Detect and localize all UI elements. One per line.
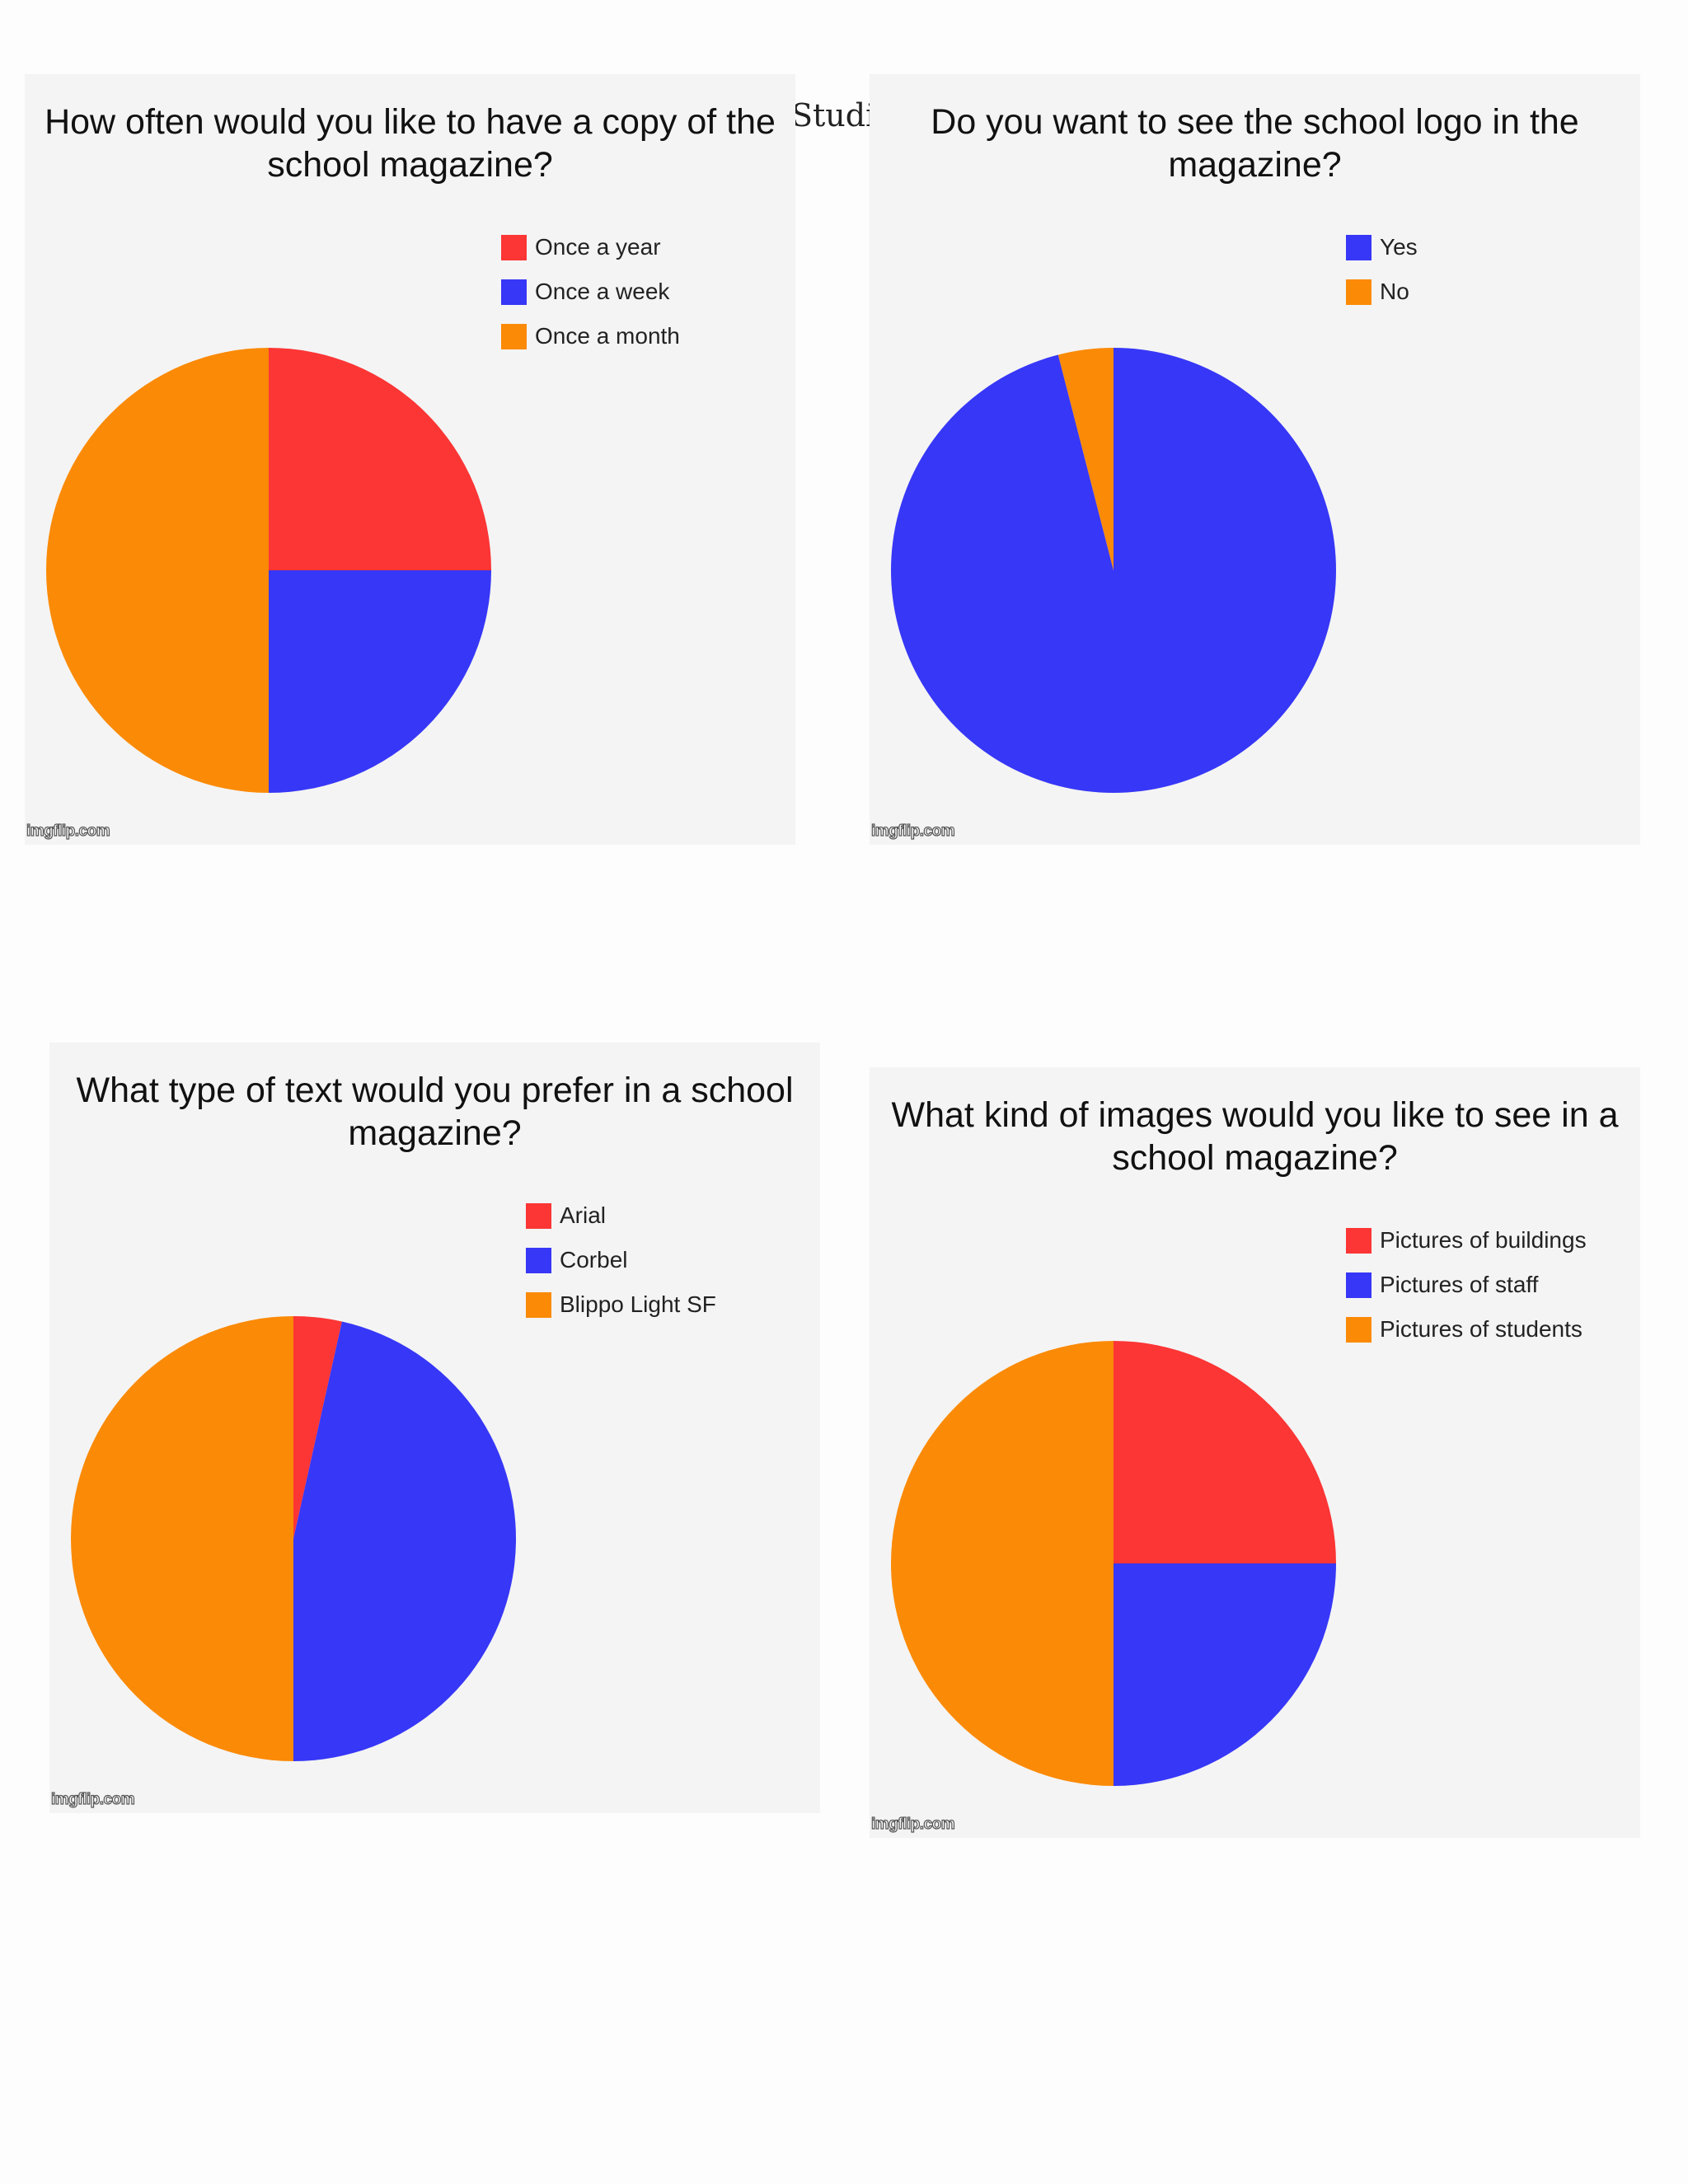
pie-slice-no [1057, 348, 1114, 570]
legend-swatch [1346, 1316, 1372, 1343]
pie-slice-once-a-year [269, 348, 491, 570]
imgflip-watermark: imgflip.com [870, 822, 955, 840]
legend-swatch [526, 1202, 551, 1229]
legend-item-no: No [1346, 269, 1418, 314]
chart-title: Do you want to see the school logo in th… [931, 102, 1579, 185]
chart-legend: Yes No [1346, 225, 1418, 314]
legend-label: Blippo Light SF [560, 1291, 716, 1317]
chart-panel-font: What type of text would you prefer in a … [49, 1043, 820, 1813]
pie-slice-pictures-of-students [891, 1341, 1114, 1786]
pie-slice-pictures-of-buildings [1114, 1341, 1336, 1563]
chart-legend: Pictures of buildings Pictures of staff Pi… [1346, 1218, 1587, 1352]
legend-swatch [1346, 1227, 1372, 1254]
pie-slice-once-a-week [269, 570, 491, 793]
pie-slice-once-a-month [46, 348, 269, 793]
legend-swatch [501, 323, 527, 349]
imgflip-watermark: imgflip.com [26, 822, 110, 840]
legend-label: Pictures of buildings [1380, 1227, 1587, 1253]
chart-panel-frequency: How often would you like to have a copy … [25, 74, 795, 845]
chart-panel-images: What kind of images would you like to se… [870, 1067, 1640, 1838]
legend-swatch [1346, 279, 1372, 305]
legend-label: No [1380, 279, 1409, 304]
legend-item-pictures-of-students: Pictures of students [1346, 1307, 1587, 1352]
legend-label: Corbel [560, 1247, 628, 1272]
legend-item-once-a-year: Once a year [501, 225, 680, 269]
legend-item-yes: Yes [1346, 225, 1418, 269]
chart-legend: Once a year Once a week Once a month [501, 225, 680, 359]
legend-item-once-a-month: Once a month [501, 314, 680, 359]
pie-slice-arial [293, 1316, 342, 1539]
pie-chart [46, 348, 491, 793]
imgflip-watermark: imgflip.com [870, 1815, 955, 1833]
legend-label: Arial [560, 1202, 607, 1228]
chart-legend: Arial Corbel Blippo Light SF [526, 1193, 716, 1327]
legend-item-corbel: Corbel [526, 1238, 716, 1282]
legend-item-once-a-week: Once a week [501, 269, 680, 314]
legend-swatch [1346, 234, 1372, 260]
legend-label: Yes [1380, 234, 1418, 260]
pie-slice-blippo-light-sf [71, 1316, 293, 1761]
chart-title: What kind of images would you like to se… [891, 1095, 1619, 1178]
legend-item-pictures-of-staff: Pictures of staff [1346, 1263, 1587, 1307]
legend-label: Once a week [535, 279, 670, 304]
legend-item-blippo-light-sf: Blippo Light SF [526, 1282, 716, 1327]
legend-item-arial: Arial [526, 1193, 716, 1238]
legend-swatch [526, 1291, 551, 1318]
imgflip-watermark: imgflip.com [50, 1790, 135, 1808]
chart-panel-logo: Do you want to see the school logo in th… [870, 74, 1640, 845]
legend-label: Pictures of students [1380, 1316, 1582, 1342]
legend-label: Once a month [535, 323, 680, 349]
pie-chart [71, 1316, 516, 1761]
pie-slice-corbel [293, 1321, 516, 1761]
pie-chart [891, 1341, 1336, 1786]
legend-label: Once a year [535, 234, 661, 260]
legend-swatch [1346, 1272, 1372, 1298]
legend-swatch [526, 1247, 551, 1273]
legend-swatch [501, 279, 527, 305]
pie-chart [891, 348, 1336, 793]
legend-label: Pictures of staff [1380, 1272, 1539, 1297]
chart-title: What type of text would you prefer in a … [76, 1071, 794, 1153]
legend-item-pictures-of-buildings: Pictures of buildings [1346, 1218, 1587, 1263]
chart-title: How often would you like to have a copy … [45, 102, 776, 185]
legend-swatch [501, 234, 527, 260]
pie-slice-pictures-of-staff [1114, 1563, 1336, 1786]
